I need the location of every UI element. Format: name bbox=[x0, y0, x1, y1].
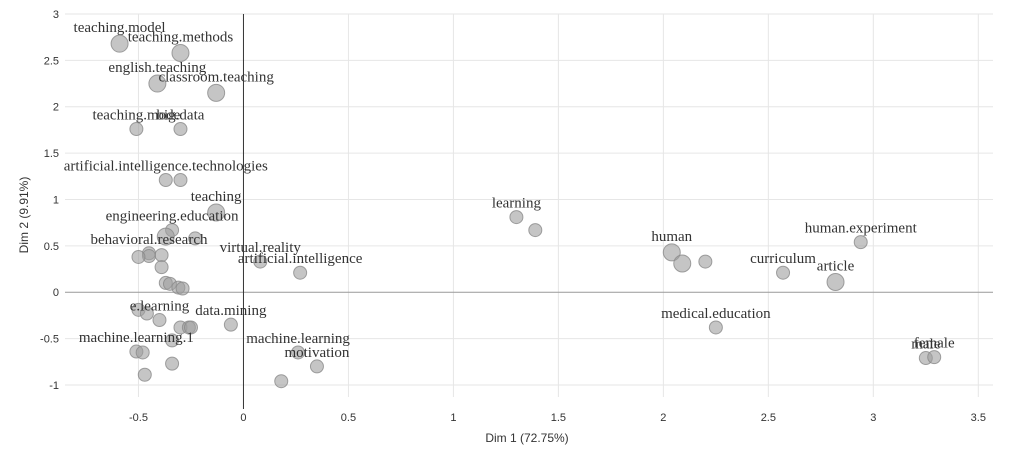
point-label: female bbox=[914, 336, 955, 352]
scatter-point bbox=[171, 43, 190, 62]
y-tick-label: 0.5 bbox=[44, 241, 59, 253]
y-tick-label: 3 bbox=[53, 9, 59, 21]
scatter-point bbox=[291, 345, 306, 360]
scatter-point bbox=[853, 235, 868, 250]
scatter-point bbox=[207, 203, 226, 222]
x-axis-title: Dim 1 (72.75%) bbox=[485, 431, 568, 445]
y-axis-title: Dim 2 (9.91%) bbox=[17, 177, 31, 254]
point-label: teaching.model bbox=[74, 20, 166, 36]
point-label: machine.learning.1 bbox=[79, 330, 194, 346]
scatter-point bbox=[152, 313, 167, 328]
y-tick-label: 0 bbox=[53, 287, 59, 299]
y-tick-label: -0.5 bbox=[40, 334, 59, 346]
grid-layer bbox=[65, 13, 993, 397]
point-label: human bbox=[651, 229, 692, 245]
point-label: english.teaching bbox=[108, 60, 206, 76]
scatter-point bbox=[165, 356, 180, 371]
scatter-point bbox=[309, 359, 324, 374]
point-label: motivation bbox=[284, 345, 349, 361]
x-tick-label: -0.5 bbox=[129, 412, 148, 424]
point-label: big.data bbox=[157, 107, 205, 123]
scatter-point bbox=[110, 34, 129, 53]
y-tick-label: -1 bbox=[49, 380, 59, 392]
scatter-point bbox=[129, 121, 144, 136]
point-label: medical.education bbox=[661, 306, 771, 322]
points-layer bbox=[110, 34, 942, 389]
scatter-point bbox=[158, 172, 173, 187]
scatter-point bbox=[662, 243, 681, 262]
point-label: article bbox=[817, 259, 855, 275]
y-tick-label: 1 bbox=[53, 194, 59, 206]
point-label: classroom.teaching bbox=[158, 69, 274, 85]
scatter-point bbox=[173, 121, 188, 136]
point-label: teaching.mode bbox=[92, 107, 180, 123]
x-tick-label: 0.5 bbox=[341, 412, 356, 424]
scatter-point bbox=[223, 317, 238, 332]
point-label: artificial.intelligence.technologies bbox=[64, 158, 268, 174]
y-tick-label: 2 bbox=[53, 102, 59, 114]
scatter-point bbox=[927, 350, 942, 365]
x-tick-label: 3.5 bbox=[971, 412, 986, 424]
scatter-point bbox=[509, 210, 524, 225]
point-label: data.mining bbox=[195, 303, 267, 319]
scatter-point bbox=[274, 374, 289, 389]
scatter-point bbox=[137, 367, 152, 382]
point-label: male bbox=[911, 337, 940, 353]
scatter-point bbox=[183, 320, 198, 335]
x-tick-label: 3 bbox=[870, 412, 876, 424]
scatter-point bbox=[826, 273, 845, 292]
point-label: behavioral.research bbox=[90, 232, 208, 248]
scatter-point bbox=[156, 227, 175, 246]
y-tick-label: 2.5 bbox=[44, 55, 59, 67]
scatter-point bbox=[139, 306, 154, 321]
scatter-point bbox=[776, 265, 791, 280]
point-label: artificial.intelligence bbox=[238, 251, 363, 267]
point-label: engineering.education bbox=[106, 209, 239, 225]
point-label: learning bbox=[492, 196, 542, 212]
scatter-point bbox=[673, 254, 692, 273]
scatter-point bbox=[154, 260, 169, 275]
x-tick-label: 1.5 bbox=[551, 412, 566, 424]
y-tick-label: 1.5 bbox=[44, 148, 59, 160]
scatter-point bbox=[131, 249, 146, 264]
scatter-point bbox=[528, 223, 543, 238]
scatter-point bbox=[253, 254, 268, 269]
scatter-point bbox=[188, 231, 203, 246]
point-label: teaching.methods bbox=[128, 29, 234, 45]
scatter-point bbox=[708, 320, 723, 335]
point-label: curriculum bbox=[750, 251, 816, 267]
x-tick-label: 2.5 bbox=[761, 412, 776, 424]
point-label: human.experiment bbox=[805, 221, 918, 237]
point-label: e.learning bbox=[130, 299, 190, 315]
scatter-point bbox=[173, 172, 188, 187]
scatter-point bbox=[207, 83, 226, 102]
scatter-point bbox=[148, 74, 167, 93]
point-label: virtual.reality bbox=[220, 240, 302, 256]
scatter-point bbox=[175, 281, 190, 296]
x-tick-label: 0 bbox=[240, 412, 246, 424]
scatter-point bbox=[135, 345, 150, 360]
point-label: machine.learning bbox=[246, 331, 350, 347]
axis-layer: -0.5 0 0.5 1 1.5 2 2.5 3 3.5 3 2.5 2 1.5 1 0.5 0 -0.5 -1 bbox=[40, 9, 993, 424]
x-tick-label: 1 bbox=[450, 412, 456, 424]
x-tick-label: 2 bbox=[660, 412, 666, 424]
scatter-point bbox=[165, 333, 180, 348]
point-label: teaching bbox=[191, 189, 242, 205]
scatter-point bbox=[698, 254, 713, 269]
scatter-point bbox=[293, 265, 308, 280]
scatter-point bbox=[154, 248, 169, 263]
